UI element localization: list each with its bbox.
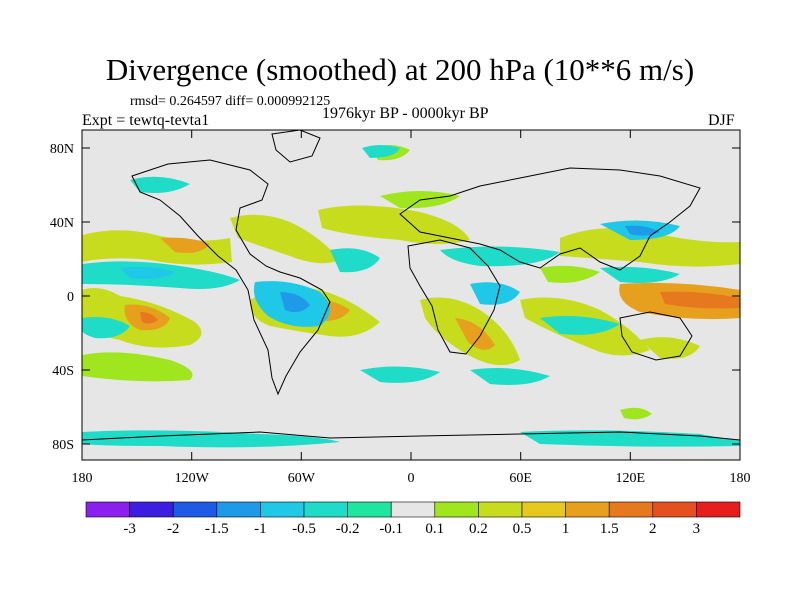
stats-line: rmsd= 0.264597 diff= 0.000992125 [130, 94, 331, 109]
lat-tick-label: 40S [52, 364, 74, 379]
div-region [470, 282, 520, 305]
antarctica-coastline [82, 431, 740, 441]
div-region [130, 176, 190, 193]
period-label: 1976kyr BP - 0000kyr BP [322, 105, 489, 122]
colorbar-label: -0.2 [336, 521, 360, 537]
colorbar-label: 2 [649, 521, 657, 537]
colorbar-label: 1 [562, 521, 570, 537]
div-region [540, 265, 600, 283]
colorbar-label: -2 [167, 521, 180, 537]
colorbar: -3 -2 -1.5 -1 -0.5 -0.2 -0.1 0.1 0.2 0.5 1 1.5 2 3 [85, 501, 741, 537]
div-region [600, 266, 680, 283]
div-region [640, 337, 700, 359]
colorbar-swatch [521, 501, 566, 518]
eurasia-coastline [399, 167, 701, 271]
lon-tick-label: 180 [72, 471, 93, 486]
div-region [160, 237, 210, 253]
divergence-field [82, 145, 740, 448]
lat-tick-label: 40N [50, 216, 74, 231]
africa-coastline [407, 239, 501, 355]
lat-tick-label: 80S [52, 438, 74, 453]
div-region [82, 230, 232, 265]
colorbar-label: -1 [254, 521, 267, 537]
colorbar-label: -1.5 [205, 521, 229, 537]
colorbar-label: 1.5 [600, 521, 619, 537]
colorbar-swatch [608, 501, 654, 518]
div-region [230, 214, 340, 264]
longitude-axis: 180 120W 60W 0 60E 120E 180 [72, 130, 751, 486]
div-region [120, 266, 175, 280]
experiment-label: Expt = tewtq-tevta1 [82, 112, 210, 129]
div-region [362, 145, 400, 158]
colorbar-swatch [347, 501, 392, 518]
div-region [520, 430, 740, 447]
colorbar-label: -3 [123, 521, 136, 537]
colorbar-label: 0.2 [469, 521, 488, 537]
greenland-coastline [271, 130, 321, 163]
colorbar-swatch [696, 501, 741, 518]
colorbar-swatch [478, 501, 523, 518]
div-region [140, 312, 158, 324]
colorbar-swatch [172, 501, 218, 518]
lat-tick-label: 80N [50, 142, 74, 157]
americas-coastline [131, 159, 331, 396]
colorbar-swatch [652, 501, 697, 518]
season-label: DJF [708, 112, 735, 129]
lon-tick-label: 120W [175, 471, 210, 486]
div-region [360, 366, 440, 383]
colorbar-label: 3 [693, 521, 701, 537]
colorbar-swatch [260, 501, 305, 518]
div-region [82, 430, 340, 448]
colorbar-label: 0.5 [513, 521, 532, 537]
div-region [82, 317, 130, 339]
div-region [440, 246, 560, 267]
colorbar-label: -0.5 [292, 521, 316, 537]
lat-tick-label: 0 [67, 290, 74, 305]
colorbar-label: -0.1 [379, 521, 403, 537]
colorbar-swatch [303, 501, 348, 518]
colorbar-swatch [85, 501, 130, 518]
div-region [660, 291, 740, 309]
div-region [560, 228, 740, 267]
lon-tick-label: 120E [616, 471, 646, 486]
australia-coastline [619, 311, 693, 361]
div-region [330, 248, 380, 273]
div-region [455, 318, 495, 350]
colorbar-swatch [565, 501, 610, 518]
div-region [540, 316, 620, 335]
div-region [280, 292, 310, 313]
coastlines [82, 130, 740, 441]
lon-tick-label: 0 [408, 471, 415, 486]
colorbar-swatch [129, 501, 174, 518]
colorbar-swatch [216, 501, 261, 518]
lon-tick-label: 60W [288, 471, 316, 486]
lon-tick-label: 180 [730, 471, 751, 486]
lon-tick-label: 60E [509, 471, 532, 486]
latitude-axis: 80N 40N 0 40S 80S [50, 142, 740, 453]
map-title: Divergence (smoothed) at 200 hPa (10**6 … [105, 52, 695, 87]
colorbar-swatch [434, 501, 479, 518]
colorbar-label: 0.1 [425, 521, 444, 537]
colorbar-swatch [390, 501, 436, 518]
div-region [620, 407, 652, 420]
div-region [470, 368, 550, 385]
div-region [82, 352, 193, 382]
div-region [625, 225, 660, 236]
